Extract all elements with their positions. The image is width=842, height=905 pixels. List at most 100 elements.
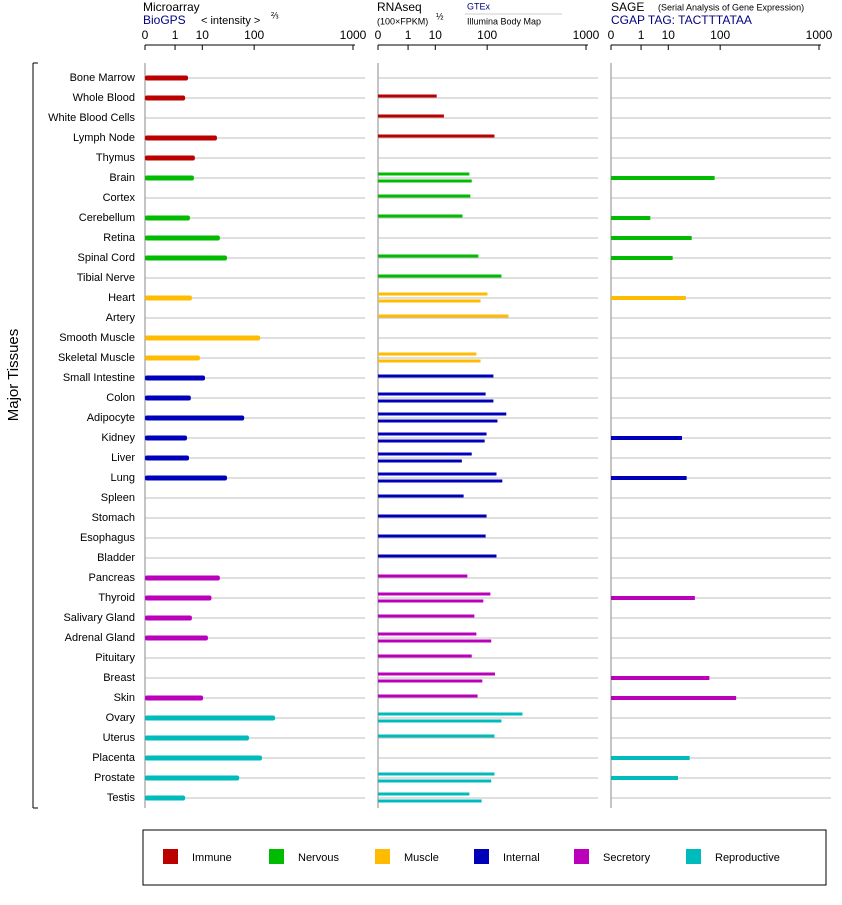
bar	[378, 399, 494, 403]
bar	[378, 632, 477, 636]
bar	[378, 479, 503, 483]
x-tick-label: 1000	[573, 28, 600, 42]
category-label: Cerebellum	[79, 212, 135, 224]
bar	[611, 216, 651, 220]
category-label: Adrenal Gland	[65, 632, 135, 644]
category-label: Liver	[111, 452, 135, 464]
bar	[145, 355, 200, 361]
bar	[378, 194, 471, 198]
bar	[145, 435, 187, 441]
bar	[611, 676, 710, 680]
category-label: Skeletal Muscle	[58, 352, 135, 364]
category-label: Bladder	[97, 552, 135, 564]
bar	[378, 712, 523, 716]
bar	[378, 734, 495, 738]
bar	[145, 75, 189, 81]
category-label: Testis	[107, 792, 136, 804]
y-axis-label: Major Tissues	[5, 329, 22, 422]
bar	[145, 775, 240, 781]
bar	[378, 432, 487, 436]
bar	[378, 639, 492, 643]
x-tick-label: 10	[429, 28, 443, 42]
bar	[611, 436, 682, 440]
bar	[145, 255, 228, 261]
bar	[145, 795, 186, 801]
bar	[611, 256, 673, 260]
legend-label: Secretory	[603, 852, 651, 864]
category-label: Thymus	[96, 152, 136, 164]
category-label: Spleen	[101, 492, 135, 504]
category-label: Ovary	[106, 712, 136, 724]
category-label: Smooth Muscle	[59, 332, 135, 344]
category-label: Tibial Nerve	[77, 272, 135, 284]
bar	[145, 735, 249, 741]
bar	[611, 696, 737, 700]
bar	[611, 476, 687, 480]
category-label: Brain	[109, 172, 135, 184]
bar	[378, 419, 498, 423]
bar	[378, 359, 481, 363]
bar	[145, 375, 206, 381]
bar	[378, 654, 472, 658]
bar	[378, 314, 509, 318]
category-label: Thyroid	[98, 592, 135, 604]
category-label: Breast	[103, 672, 135, 684]
category-label: Cortex	[103, 192, 136, 204]
bar	[378, 672, 495, 676]
legend-swatch	[686, 849, 701, 864]
bar	[145, 95, 186, 101]
x-tick-label: 100	[244, 28, 264, 42]
bar	[378, 534, 486, 538]
bar	[378, 459, 462, 463]
bar	[378, 592, 491, 596]
series-name: CGAP TAG: TACTTTATAA	[611, 13, 752, 27]
bar	[611, 296, 686, 300]
x-tick-label: 1	[638, 28, 645, 42]
bar	[145, 455, 190, 461]
bar	[378, 299, 481, 303]
legend-label: Nervous	[298, 852, 339, 864]
category-label: Heart	[108, 292, 135, 304]
category-label: Whole Blood	[73, 92, 135, 104]
x-tick-label: 100	[477, 28, 497, 42]
category-label: White Blood Cells	[48, 112, 135, 124]
unit-power: ⅔	[271, 10, 279, 20]
category-label: Small Intestine	[63, 372, 135, 384]
category-label: Pancreas	[89, 572, 136, 584]
bar	[378, 292, 488, 296]
category-label: Artery	[106, 312, 136, 324]
bar	[378, 439, 485, 443]
bar	[145, 175, 194, 181]
bar	[378, 374, 494, 378]
bar	[145, 595, 212, 601]
series-name: BioGPS	[143, 13, 186, 27]
legend-label: Internal	[503, 852, 540, 864]
bar	[145, 415, 245, 421]
category-label: Kidney	[101, 432, 135, 444]
panel-title: RNAseq	[377, 0, 422, 14]
bar	[378, 772, 495, 776]
bar	[378, 799, 482, 803]
x-tick-label: 1	[172, 28, 179, 42]
category-label: Uterus	[103, 732, 136, 744]
category-label: Spinal Cord	[78, 252, 135, 264]
bar	[378, 392, 486, 396]
legend-swatch	[163, 849, 178, 864]
bar	[611, 176, 715, 180]
bar	[378, 679, 483, 683]
bar	[611, 776, 679, 780]
bar	[378, 514, 487, 518]
category-label: Esophagus	[80, 532, 136, 544]
bar	[611, 756, 690, 760]
legend-box	[142, 829, 827, 886]
bar	[145, 635, 208, 641]
bar	[378, 614, 475, 618]
category-label: Colon	[106, 392, 135, 404]
category-label: Pituitary	[95, 652, 135, 664]
bar	[378, 254, 479, 258]
bar	[378, 494, 464, 498]
bar	[378, 412, 507, 416]
panel-subtitle: (Serial Analysis of Gene Expression)	[658, 2, 804, 12]
bar	[145, 475, 228, 481]
